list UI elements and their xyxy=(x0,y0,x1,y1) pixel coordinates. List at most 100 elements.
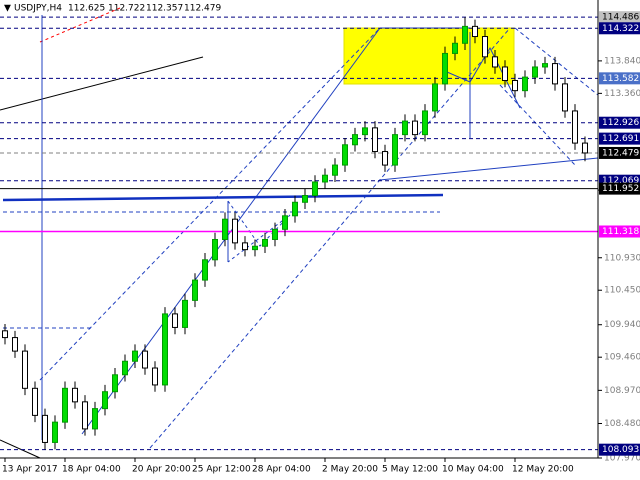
candle-body xyxy=(12,337,18,352)
price-level-label: 112.926 xyxy=(602,118,639,128)
candle-body xyxy=(112,374,118,393)
y-tick-label: 110.450 xyxy=(604,286,640,296)
channel-line xyxy=(149,27,511,449)
candle-body xyxy=(372,127,378,153)
candle-body xyxy=(392,134,398,166)
x-tick-label: 20 Apr 20:00 xyxy=(132,465,191,475)
x-tick-label: 12 May 20:00 xyxy=(512,465,574,475)
chart-title: USDJPY,H4 xyxy=(14,4,62,14)
price-level-label: 112.691 xyxy=(602,134,639,144)
candle-body xyxy=(432,83,438,112)
candle-body xyxy=(362,127,368,136)
y-tick-label: 113.360 xyxy=(604,89,640,99)
candle-body xyxy=(442,52,448,85)
candle-body xyxy=(122,360,128,376)
candle-body xyxy=(222,218,228,240)
price-level-label: 114.486 xyxy=(602,13,639,23)
candle-body xyxy=(572,110,578,144)
candle-body xyxy=(512,80,518,92)
candle-body xyxy=(402,120,408,136)
collapse-icon[interactable]: ▼ xyxy=(4,4,11,14)
y-tick-label: 109.460 xyxy=(604,353,640,363)
price-level-label-bg xyxy=(599,225,640,238)
channel-line xyxy=(39,27,381,381)
price-level-label-bg xyxy=(599,146,640,159)
candle-body xyxy=(322,174,328,183)
price-level-label: 108.093 xyxy=(602,445,639,455)
candle-body xyxy=(102,391,108,410)
trend-line xyxy=(2,193,444,202)
ohlc-close: 112.479 xyxy=(184,4,221,14)
x-tick-label: 10 May 04:00 xyxy=(442,465,504,475)
candle-body xyxy=(332,164,338,176)
trend-line xyxy=(39,7,121,43)
x-tick-label: 28 Apr 04:00 xyxy=(252,465,311,475)
price-level-label-bg xyxy=(599,11,640,24)
price-level-label-bg xyxy=(599,72,640,85)
candle-body xyxy=(542,63,548,68)
candle-body xyxy=(312,181,318,197)
candle-body xyxy=(502,66,508,82)
y-tick-label: 109.940 xyxy=(604,320,640,330)
candle-body xyxy=(462,25,468,44)
candle-body xyxy=(242,242,248,251)
candle-body xyxy=(552,63,558,85)
candle-body xyxy=(2,330,8,339)
candle-body xyxy=(472,25,478,38)
candle-body xyxy=(412,120,418,136)
price-level-label: 112.069 xyxy=(602,176,639,186)
candle-body xyxy=(42,414,48,443)
candle-body xyxy=(452,42,458,54)
trend-line xyxy=(0,56,204,111)
y-tick-label: 108.480 xyxy=(604,419,640,429)
candle-body xyxy=(182,299,188,328)
y-tick-label: 107.970 xyxy=(604,454,640,464)
channel-line xyxy=(499,84,576,166)
ohlc-open: 112.625 xyxy=(68,4,105,14)
candle-body xyxy=(72,387,78,403)
candle-body xyxy=(532,66,538,78)
price-level-label: 112.479 xyxy=(602,148,639,158)
candle-body xyxy=(302,195,308,203)
y-tick-label: 113.840 xyxy=(604,56,640,66)
candle-body xyxy=(422,110,428,136)
price-level-label-bg xyxy=(599,443,640,456)
price-level-label-bg xyxy=(599,116,640,129)
candle-body xyxy=(352,134,358,146)
price-level-label: 111.318 xyxy=(602,227,639,237)
price-level-label-bg xyxy=(599,132,640,145)
candle-body xyxy=(212,238,218,261)
price-level-label-bg xyxy=(599,182,640,195)
x-tick-label: 18 Apr 04:00 xyxy=(62,465,121,475)
candle-body xyxy=(382,151,388,166)
candle-body xyxy=(142,350,148,369)
candle-body xyxy=(172,313,178,328)
x-tick-label: 13 Apr 2017 xyxy=(2,465,58,475)
candle-body xyxy=(22,350,28,389)
candle-body xyxy=(272,228,278,240)
candle-body xyxy=(522,76,528,92)
candle-body xyxy=(262,238,268,247)
price-level-label: 113.582 xyxy=(602,74,639,84)
candle-body xyxy=(82,401,88,430)
x-tick-label: 25 Apr 12:00 xyxy=(192,465,251,475)
x-tick-label: 5 May 12:00 xyxy=(382,465,438,475)
candle-body xyxy=(192,279,198,301)
channel-line xyxy=(514,27,599,96)
x-tick-label: 2 May 20:00 xyxy=(322,465,378,475)
yellow-zone xyxy=(343,27,515,85)
y-tick-label: 108.970 xyxy=(604,386,640,396)
candle-body xyxy=(52,421,58,443)
price-level-label: 111.952 xyxy=(602,184,639,194)
candle-body xyxy=(492,56,498,68)
candle-body xyxy=(582,142,588,154)
ohlc-low: 112.357 xyxy=(146,4,183,14)
candle-body xyxy=(202,259,208,281)
candle-body xyxy=(562,83,568,112)
y-tick-label: 110.930 xyxy=(604,253,640,263)
candle-body xyxy=(132,350,138,362)
candle-body xyxy=(482,36,488,58)
price-level-label: 114.322 xyxy=(602,24,639,34)
